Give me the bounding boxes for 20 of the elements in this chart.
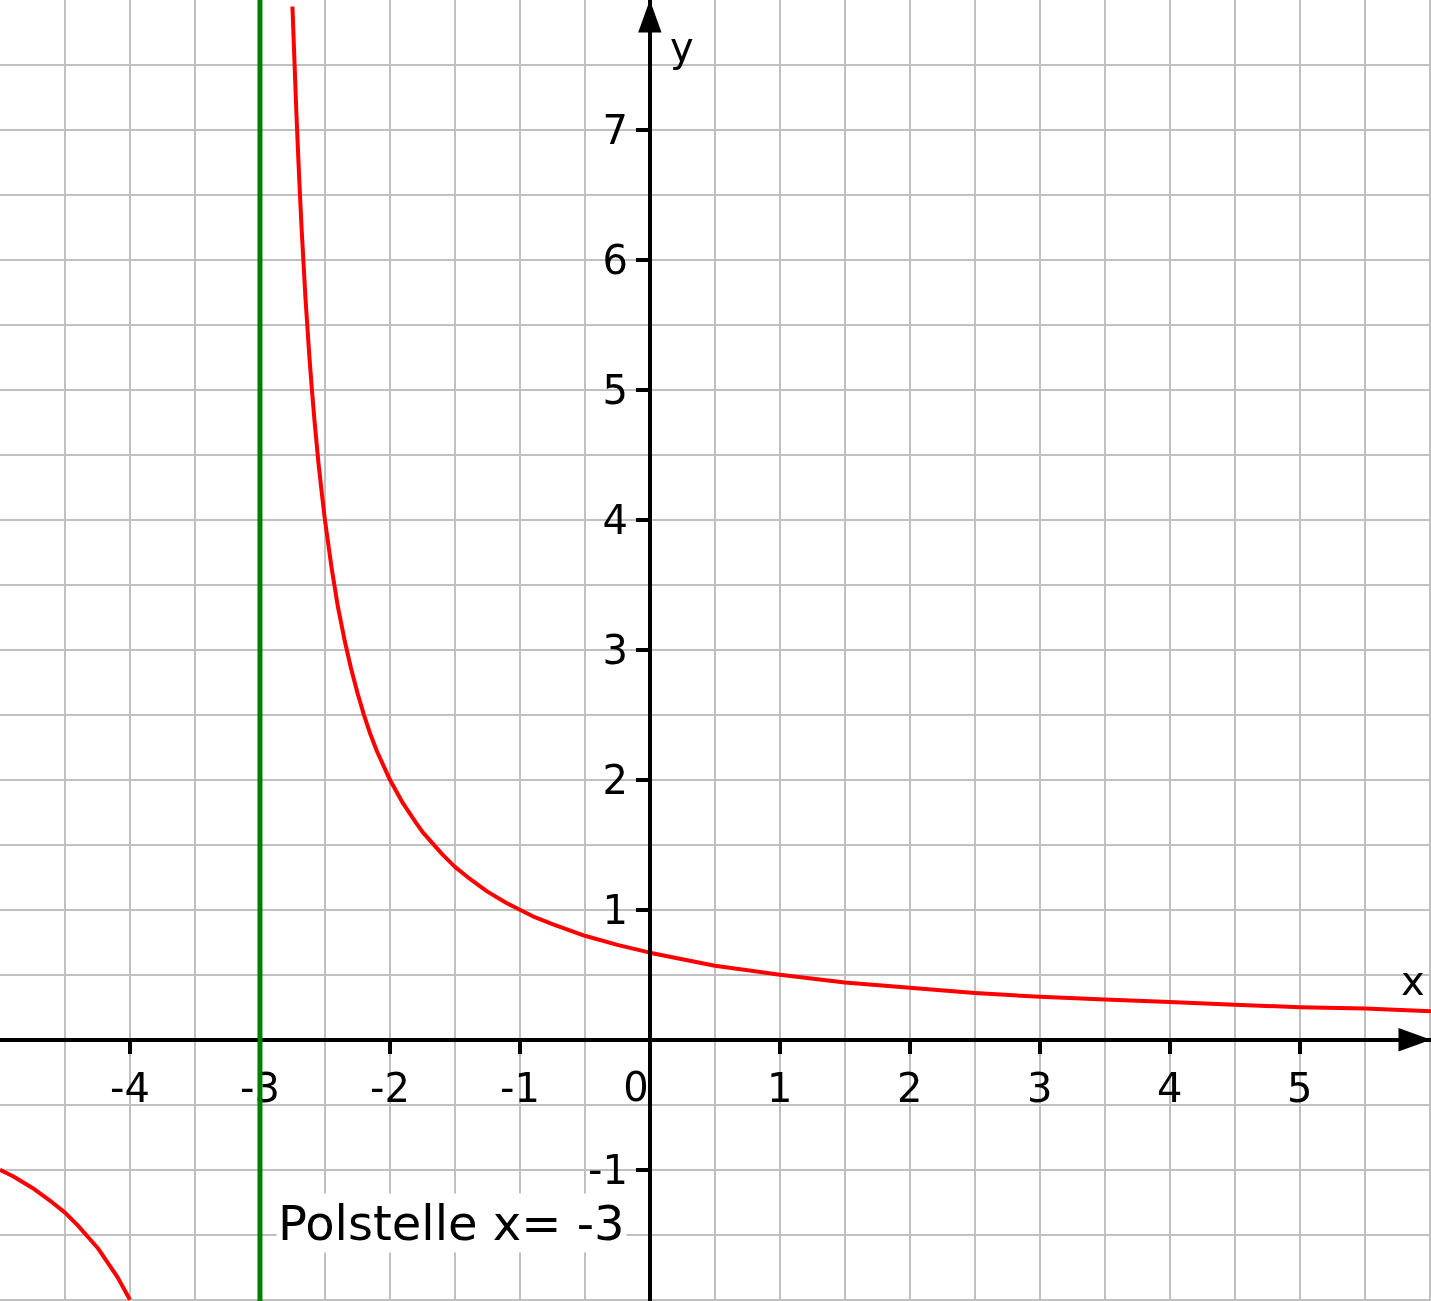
y-tick-label: 2	[602, 756, 628, 803]
x-tick-label: 4	[1157, 1064, 1183, 1111]
x-tick-label: 5	[1287, 1064, 1313, 1111]
y-tick-label: 1	[602, 886, 628, 933]
x-tick-label: 0	[623, 1063, 649, 1110]
y-tick-label: 3	[602, 626, 628, 673]
y-tick-label: 4	[602, 496, 628, 543]
y-tick-label: 5	[602, 366, 628, 413]
y-tick-label: 6	[602, 236, 628, 283]
x-tick-label: -1	[499, 1064, 540, 1111]
y-axis-title: y	[670, 24, 694, 70]
x-axis-title: x	[1401, 958, 1425, 1004]
x-tick-label: 3	[1027, 1064, 1053, 1111]
y-tick-label: 7	[602, 106, 628, 153]
ref-line-label: Polstelle x= -3	[278, 1195, 625, 1251]
x-tick-label: -2	[369, 1064, 410, 1111]
x-tick-label: -4	[110, 1064, 150, 1111]
x-tick-label: 2	[897, 1064, 923, 1111]
x-tick-label: 1	[767, 1064, 793, 1111]
y-tick-label: -1	[587, 1146, 628, 1193]
